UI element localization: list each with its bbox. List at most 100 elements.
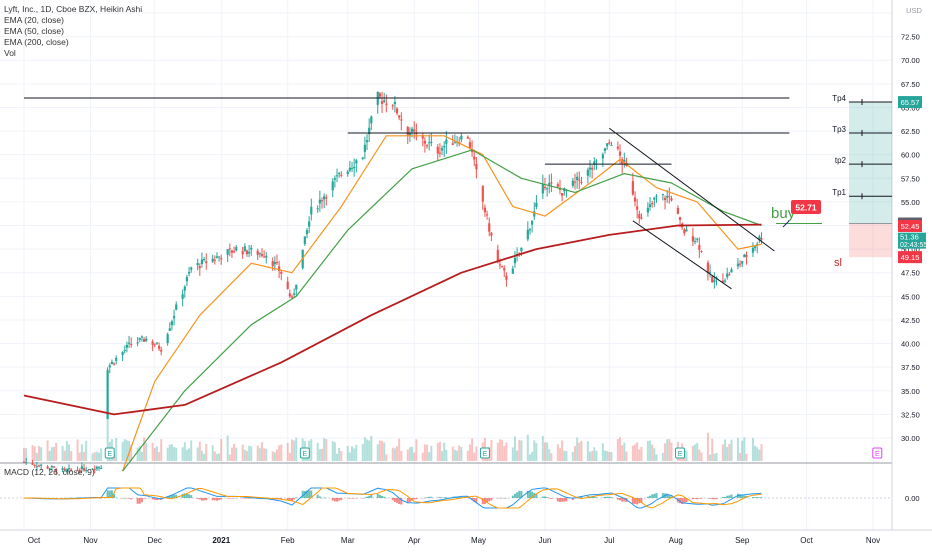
time-tick-label: Sep bbox=[735, 536, 750, 545]
volume-bar bbox=[336, 453, 339, 461]
volume-bar bbox=[743, 437, 746, 461]
candle-body bbox=[738, 263, 742, 265]
candle-body bbox=[323, 196, 326, 200]
candle-body bbox=[46, 466, 49, 469]
macd-bar bbox=[535, 493, 538, 498]
badge-last-price: 52.45 bbox=[901, 222, 920, 231]
channel-upper-line bbox=[608, 127, 775, 252]
candle-body bbox=[353, 166, 356, 168]
volume-bar bbox=[655, 454, 658, 461]
volume-bar bbox=[520, 440, 523, 461]
macd-bar bbox=[143, 498, 146, 499]
candle-body bbox=[130, 343, 133, 345]
volume-bar bbox=[85, 441, 88, 461]
macd-bar bbox=[398, 498, 401, 505]
macd-bar bbox=[108, 490, 111, 498]
macd-bar bbox=[670, 496, 673, 498]
candle-body bbox=[256, 250, 259, 255]
volume-bar bbox=[383, 442, 386, 461]
volume-bar bbox=[125, 440, 128, 461]
volume-bar bbox=[46, 440, 49, 461]
candle-body bbox=[22, 461, 26, 463]
candle-body bbox=[730, 269, 733, 273]
candle-body bbox=[511, 268, 514, 274]
candle-body bbox=[533, 211, 536, 217]
volume-bar bbox=[621, 445, 624, 461]
volume-bar bbox=[408, 447, 411, 461]
candle-body bbox=[85, 470, 88, 472]
candle-body bbox=[430, 141, 433, 143]
time-tick-label: Mar bbox=[341, 536, 355, 545]
macd-bar bbox=[318, 496, 321, 498]
macd-bar bbox=[63, 497, 66, 499]
candle-body bbox=[395, 108, 399, 114]
candle-body bbox=[110, 361, 114, 364]
candle-body bbox=[466, 136, 469, 139]
macd-bar bbox=[408, 498, 411, 502]
volume-bar bbox=[518, 439, 521, 461]
candle-body bbox=[758, 236, 761, 241]
candle-body bbox=[526, 229, 529, 240]
macd-bar bbox=[591, 496, 594, 498]
volume-bar bbox=[636, 442, 639, 461]
volume-bar bbox=[241, 444, 244, 461]
macd-bar bbox=[655, 493, 658, 498]
candle-body bbox=[108, 365, 111, 368]
macd-bar bbox=[243, 498, 246, 499]
candle-body bbox=[172, 316, 176, 319]
macd-bar bbox=[713, 498, 716, 500]
macd-bar bbox=[198, 498, 201, 500]
volume-bar bbox=[353, 448, 356, 461]
volume-bar bbox=[198, 441, 201, 461]
candle-body bbox=[335, 175, 339, 177]
candle-body bbox=[543, 186, 547, 189]
candle-body bbox=[503, 268, 506, 271]
candle-body bbox=[226, 249, 229, 255]
volume-bar bbox=[68, 444, 71, 461]
macd-bar bbox=[501, 498, 504, 499]
macd-bar bbox=[325, 497, 328, 499]
candle-body bbox=[93, 469, 96, 471]
candle-body bbox=[368, 127, 371, 135]
time-tick-label: Oct bbox=[800, 536, 813, 545]
candle-body bbox=[500, 266, 504, 268]
volume-bar bbox=[106, 401, 109, 461]
volume-bar bbox=[711, 438, 714, 461]
macd-bar bbox=[333, 498, 336, 502]
stop-annotation: sl bbox=[834, 257, 842, 269]
macd-bar bbox=[481, 498, 484, 505]
macd-bar bbox=[370, 494, 373, 498]
candle-body bbox=[271, 261, 274, 267]
macd-bar bbox=[730, 494, 733, 498]
volume-bar bbox=[623, 442, 626, 461]
volume-bar bbox=[415, 439, 418, 461]
volume-bar bbox=[498, 439, 501, 461]
candle-body bbox=[260, 253, 264, 256]
candle-body bbox=[578, 179, 581, 181]
volume-bar bbox=[140, 451, 143, 461]
volume-bar bbox=[361, 444, 364, 461]
volume-bar bbox=[578, 442, 581, 461]
candle-body bbox=[410, 128, 414, 132]
price-tick-label: 50.00 bbox=[901, 245, 920, 254]
volume-bar bbox=[128, 440, 131, 461]
volume-bar bbox=[338, 447, 341, 461]
macd-bar bbox=[166, 496, 169, 498]
macd-bar bbox=[511, 495, 514, 498]
macd-bar bbox=[706, 498, 709, 499]
macd-bar bbox=[123, 497, 126, 499]
macd-bar bbox=[743, 495, 746, 498]
macd-bar bbox=[113, 493, 116, 498]
volume-bar bbox=[23, 447, 25, 461]
volume-bar bbox=[271, 451, 274, 461]
volume-bar bbox=[143, 437, 146, 461]
volume-bar bbox=[168, 444, 171, 461]
volume-bar bbox=[576, 437, 579, 461]
legend-ema200: EMA (200, close) bbox=[4, 37, 69, 47]
candle-body bbox=[363, 144, 366, 152]
volume-bar bbox=[121, 441, 124, 461]
candle-body bbox=[365, 140, 369, 143]
price-tick-label: 45.00 bbox=[901, 292, 920, 301]
